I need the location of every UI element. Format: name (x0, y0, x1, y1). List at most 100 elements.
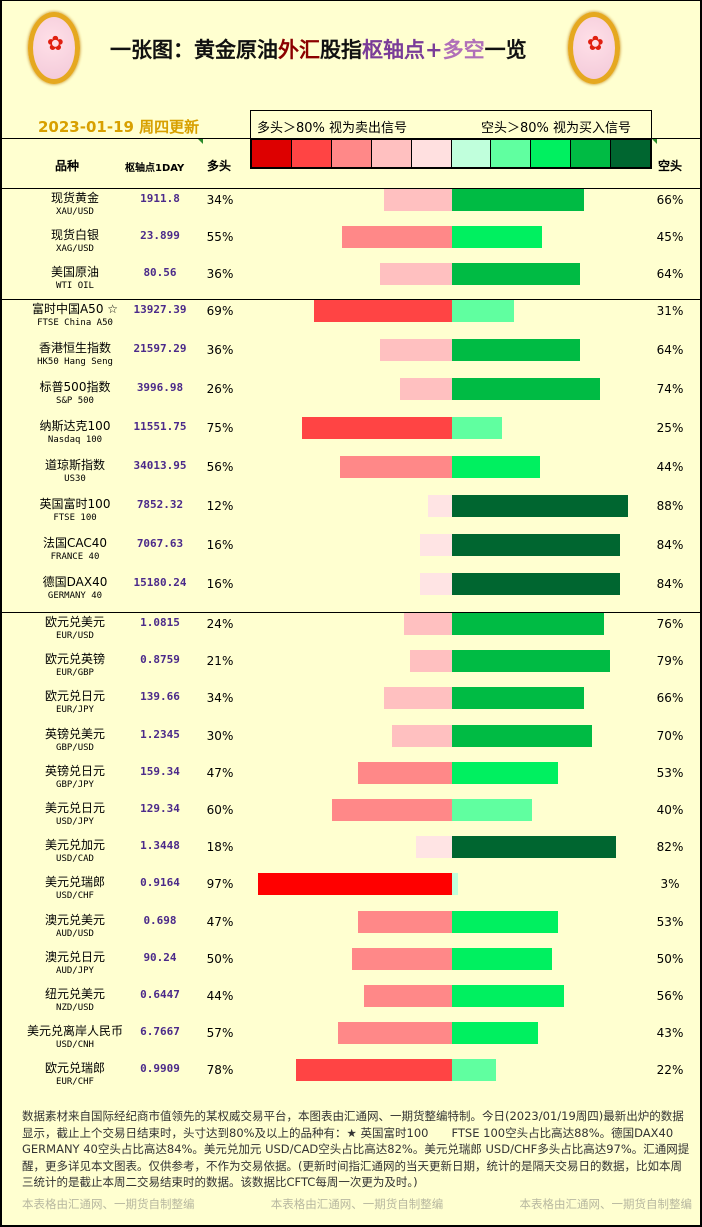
instrument-name: 英国富时100 FTSE 100 (0, 497, 150, 525)
instrument-cn: 道琼斯指数 (44, 458, 105, 472)
long-pct: 12% (206, 499, 234, 513)
short-bar (452, 189, 584, 211)
short-pct: 79% (656, 654, 684, 669)
instrument-code: HK50 Hang Seng (37, 357, 113, 367)
short-pct: 44% (656, 460, 684, 474)
long-bar (420, 534, 452, 556)
instrument-cn: 标普500指数 (39, 380, 111, 394)
long-bar (410, 650, 452, 673)
instrument-code: S&P 500 (56, 396, 94, 406)
instrument-name: 法国CAC40 FRANCE 40 (0, 536, 150, 564)
instrument-name: 纽元兑美元 NZD/USD (0, 987, 150, 1015)
long-pct: 21% (206, 654, 234, 669)
scale-swatch (491, 140, 532, 167)
long-pct: 24% (206, 617, 234, 631)
divider (0, 612, 702, 613)
long-bar (338, 1022, 452, 1045)
instrument-code: GERMANY 40 (47, 591, 103, 601)
instrument-code: EUR/JPY (56, 705, 94, 716)
pivot-value: 3996.98 (136, 381, 184, 394)
short-pct: 64% (656, 343, 684, 357)
short-pct: 45% (656, 230, 684, 244)
short-bar (452, 495, 628, 517)
scale-swatch (252, 140, 292, 167)
long-pct: 55% (206, 230, 234, 244)
scale-swatch (371, 140, 412, 167)
instrument-cn: 美元兑瑞郎 (44, 875, 105, 890)
short-pct: 66% (656, 193, 684, 207)
long-bar (342, 226, 452, 248)
short-bar (452, 687, 584, 710)
long-bar (392, 724, 452, 747)
scale-swatch (451, 140, 492, 167)
instrument-cn: 英镑兑日元 (44, 763, 105, 778)
pivot-value: 7852.32 (136, 498, 184, 511)
short-pct: 74% (656, 382, 684, 396)
instrument-cn: 澳元兑日元 (44, 949, 105, 964)
pivot-value: 139.66 (140, 690, 180, 704)
instrument-code: EUR/CHF (56, 1077, 94, 1088)
instrument-cn: 美元兑加元 (44, 838, 105, 853)
short-bar (452, 1059, 496, 1082)
header-pivot: 枢轴点1DAY (125, 163, 185, 174)
long-pct: 34% (206, 193, 234, 207)
instrument-code: USD/CNH (56, 1040, 94, 1051)
pivot-value: 34013.95 (133, 459, 187, 472)
short-bar (452, 300, 514, 322)
short-bar (452, 573, 620, 595)
watermark-row: 本表格由汇通网、一期货自制整编 本表格由汇通网、一期货自制整编 本表格由汇通网、… (22, 1196, 692, 1212)
pivot-value: 0.9909 (140, 1062, 180, 1076)
watermark: 本表格由汇通网、一期货自制整编 (270, 1197, 444, 1211)
instrument-name: 欧元兑英镑 EUR/GBP (0, 652, 150, 680)
instrument-code: FRANCE 40 (50, 552, 100, 562)
comment-marker (198, 139, 203, 144)
instrument-cn: 澳元兑美元 (44, 912, 105, 927)
short-pct: 84% (656, 538, 684, 552)
pivot-value: 6.7667 (140, 1025, 180, 1039)
instrument-name: 欧元兑美元 EUR/USD (0, 615, 150, 643)
long-bar (420, 573, 452, 595)
instrument-name: 美元兑瑞郎 USD/CHF (0, 875, 150, 903)
instrument-code: Nasdaq 100 (47, 435, 103, 445)
title-part: 股指 (320, 37, 362, 62)
long-pct: 26% (206, 382, 234, 396)
instrument-code: WTI OIL (56, 281, 94, 291)
long-pct: 34% (206, 691, 234, 706)
divider (0, 138, 702, 139)
short-pct: 31% (656, 304, 684, 318)
pivot-value: 1.0815 (140, 616, 180, 629)
long-signal-note: 多头＞80% 视为卖出信号 (257, 121, 408, 136)
long-bar (296, 1059, 452, 1082)
short-bar (452, 947, 552, 970)
instrument-cn: 富时中国A50 ☆ (31, 302, 119, 316)
instrument-code: GBP/USD (56, 742, 94, 753)
instrument-name: 美国原油 WTI OIL (0, 265, 150, 293)
short-pct: 25% (656, 421, 684, 435)
scale-swatch (611, 140, 651, 167)
logo-right: ✿ (568, 12, 620, 84)
instrument-cn: 英镑兑美元 (44, 726, 105, 741)
instrument-name: 欧元兑日元 EUR/JPY (0, 689, 150, 717)
instrument-code: AUD/USD (56, 928, 94, 939)
instrument-cn: 美国原油 (50, 265, 99, 279)
long-bar (380, 263, 452, 285)
short-pct: 53% (656, 914, 684, 929)
divider (0, 188, 702, 189)
pivot-value: 7067.63 (136, 537, 184, 550)
instrument-cn: 英国富时100 (39, 497, 111, 511)
pivot-value: 15180.24 (133, 576, 187, 589)
short-bar (452, 985, 564, 1007)
long-bar (352, 947, 452, 970)
instrument-name: 香港恒生指数 HK50 Hang Seng (0, 341, 150, 369)
long-bar (404, 613, 452, 635)
short-pct: 53% (656, 765, 684, 780)
long-bar (400, 378, 452, 400)
color-scale (250, 138, 652, 169)
long-bar (358, 761, 452, 784)
short-bar (452, 613, 604, 635)
scale-swatch (291, 140, 332, 167)
instrument-code: USD/JPY (56, 817, 94, 827)
pivot-value: 21597.29 (133, 342, 187, 355)
legend-box: 多头＞80% 视为卖出信号 空头＞80% 视为买入信号 (250, 110, 652, 139)
instrument-cn: 欧元兑美元 (44, 615, 105, 629)
